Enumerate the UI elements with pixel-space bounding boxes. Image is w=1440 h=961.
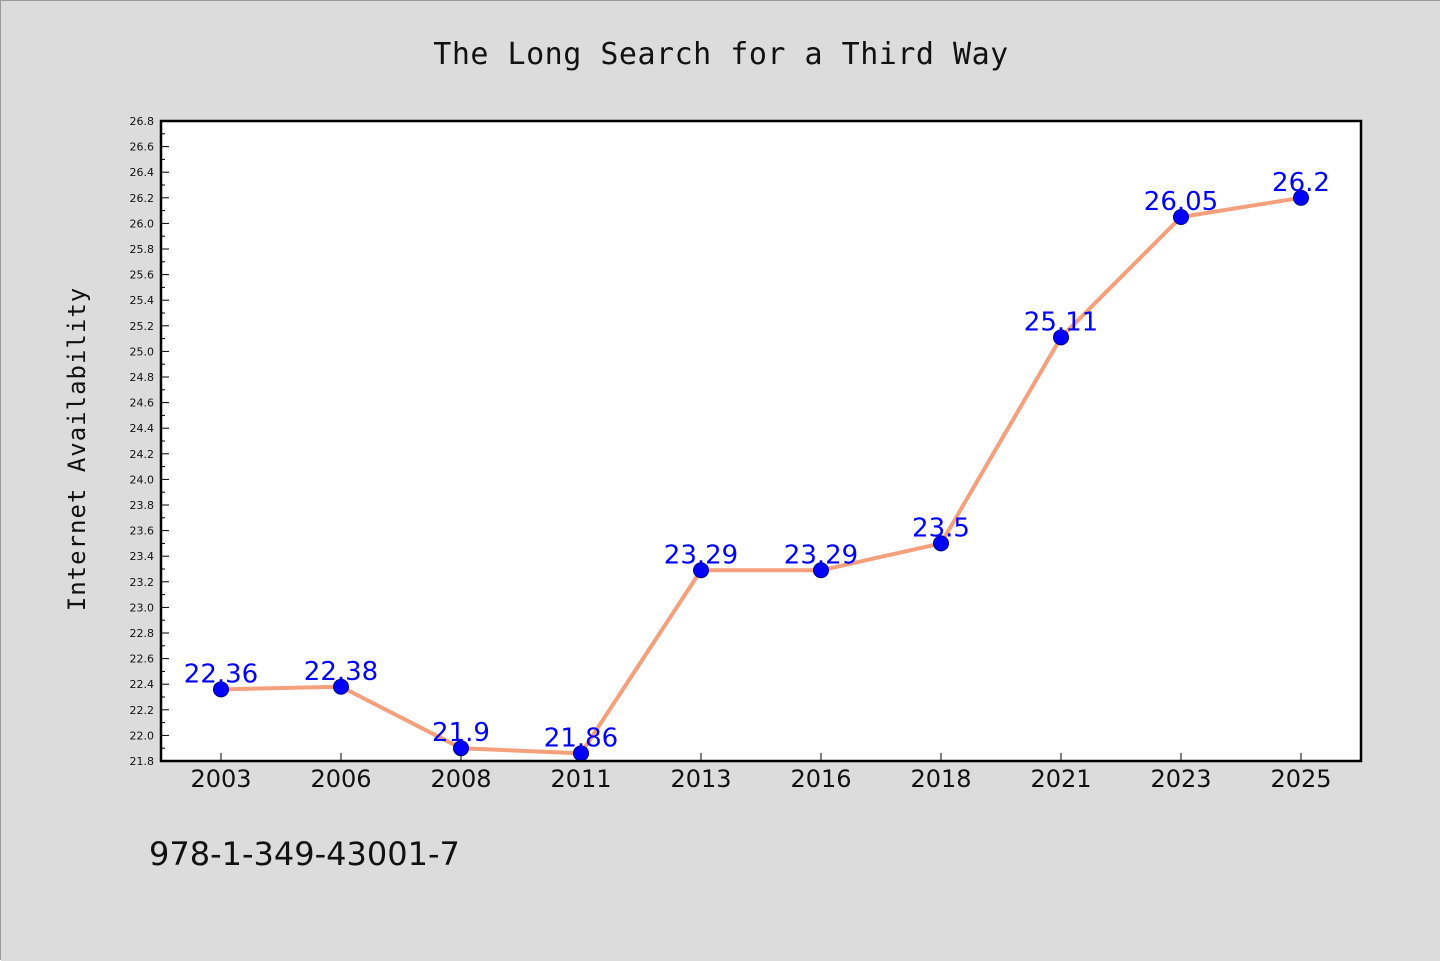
y-tick-label: 22.0 — [130, 729, 155, 742]
data-point — [453, 740, 469, 757]
y-tick-label: 24.8 — [130, 371, 155, 384]
x-tick-label: 2006 — [310, 765, 371, 793]
y-tick-label: 25.2 — [130, 320, 155, 333]
data-label: 25.11 — [1024, 307, 1098, 337]
data-markers — [213, 189, 1309, 762]
y-tick-label: 24.0 — [130, 473, 155, 486]
y-tick-label: 22.8 — [130, 627, 155, 640]
y-tick-label: 22.4 — [130, 678, 155, 691]
x-tick-label: 2013 — [670, 765, 731, 793]
plot-frame — [159, 119, 1363, 763]
data-point — [693, 562, 709, 579]
data-label: 22.38 — [304, 657, 378, 687]
y-tick-label: 24.6 — [130, 397, 155, 410]
data-label: 23.5 — [912, 513, 970, 543]
data-point — [1053, 329, 1069, 346]
data-point — [333, 678, 349, 695]
y-tick-label: 22.2 — [130, 704, 155, 717]
y-tick-label: 23.4 — [130, 550, 155, 563]
x-tick-label: 2016 — [790, 765, 851, 793]
y-tick-label: 25.8 — [130, 243, 155, 256]
data-label: 23.29 — [784, 540, 858, 570]
x-tick-label: 2011 — [550, 765, 611, 793]
y-tick-label: 26.2 — [130, 192, 155, 205]
y-axis: 21.8 22.0 22.2 22.4 22.6 22.8 23.0 23.2 23.4 23.6… — [130, 115, 169, 768]
isbn-footnote: 978-1-349-43001-7 — [149, 835, 460, 873]
plot-area — [161, 121, 1361, 761]
y-tick-label: 26.8 — [130, 115, 155, 128]
chart-title: The Long Search for a Third Way — [433, 37, 1008, 72]
y-tick-label: 26.0 — [130, 217, 155, 230]
x-tick-label: 2008 — [430, 765, 491, 793]
data-point — [213, 681, 229, 698]
x-tick-label: 2023 — [1150, 765, 1211, 793]
data-label: 26.05 — [1144, 187, 1218, 217]
y-tick-label: 21.8 — [130, 755, 155, 768]
y-tick-label: 23.8 — [130, 499, 155, 512]
y-tick-label: 25.6 — [130, 269, 155, 282]
data-label: 26.2 — [1272, 168, 1330, 198]
data-label: 21.86 — [544, 723, 618, 753]
y-axis-label: Internet Availability — [63, 287, 91, 611]
x-tick-label: 2003 — [190, 765, 251, 793]
y-tick-label: 26.4 — [130, 166, 155, 179]
data-point — [813, 562, 829, 579]
data-label: 23.29 — [664, 540, 738, 570]
data-label: 21.9 — [432, 718, 490, 748]
x-tick-label: 2021 — [1030, 765, 1091, 793]
y-tick-label: 23.2 — [130, 576, 155, 589]
x-tick-label: 2025 — [1270, 765, 1331, 793]
series-line — [219, 195, 1303, 756]
data-labels: 22.36 22.38 21.9 21.86 23.29 23.29 23.5 25.11 26… — [184, 168, 1330, 754]
y-tick-label: 24.4 — [130, 422, 155, 435]
y-tick-label: 22.6 — [130, 653, 155, 666]
y-tick-label: 25.4 — [130, 294, 155, 307]
y-tick-label: 23.6 — [130, 525, 155, 538]
y-tick-label: 23.0 — [130, 601, 155, 614]
y-tick-label: 26.6 — [130, 141, 155, 154]
y-tick-label: 24.2 — [130, 448, 155, 461]
data-label: 22.36 — [184, 659, 258, 689]
data-point — [1293, 189, 1309, 206]
x-tick-label: 2018 — [910, 765, 971, 793]
y-tick-label: 25.0 — [130, 345, 155, 358]
data-point — [1173, 209, 1189, 225]
x-axis: 2003 2006 2008 2011 2013 2016 2018 2021 2023 2025 — [190, 753, 1332, 793]
data-point — [933, 535, 949, 552]
